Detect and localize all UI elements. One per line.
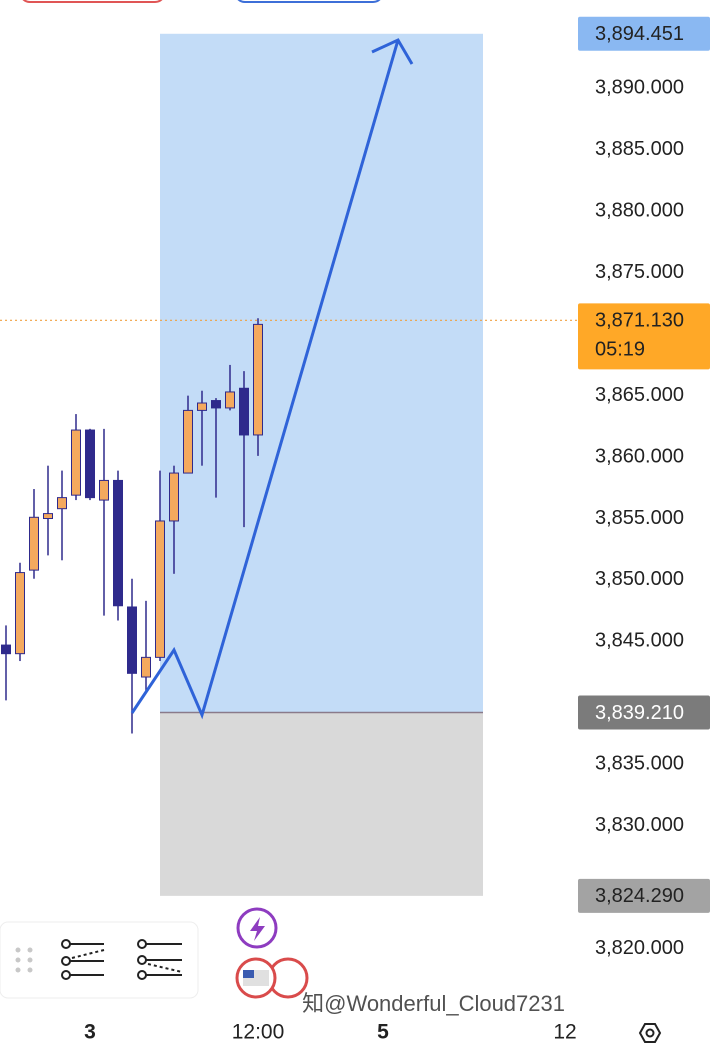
candle-body xyxy=(253,323,263,436)
top-button[interactable] xyxy=(235,0,383,3)
price-tag xyxy=(578,16,710,51)
candle-body xyxy=(239,387,249,436)
candle-body xyxy=(225,391,235,409)
x-tick-label: 3 xyxy=(84,1021,96,1044)
top-button[interactable] xyxy=(20,0,165,3)
y-tick-label: 3,880.000 xyxy=(595,200,684,222)
candle-body xyxy=(169,472,179,522)
candle-body xyxy=(85,429,95,499)
price-tag-label: 3,871.130 xyxy=(595,310,684,332)
candle-body xyxy=(71,429,81,496)
candle-body xyxy=(43,513,53,520)
arrow-head xyxy=(371,38,414,65)
settings-icon[interactable] xyxy=(638,1023,662,1043)
candle-body xyxy=(29,516,39,571)
y-tick-label: 3,850.000 xyxy=(595,568,684,590)
price-tag-countdown: 05:19 xyxy=(595,339,645,361)
price-tag xyxy=(578,695,710,730)
price-tag xyxy=(578,878,710,913)
toolbar xyxy=(0,921,199,999)
y-tick-label: 3,820.000 xyxy=(595,937,684,959)
settings-icon-dot xyxy=(645,1028,655,1038)
candle-body xyxy=(113,479,123,607)
price-tag-label: 3,894.451 xyxy=(595,23,684,45)
loss-zone xyxy=(160,712,483,896)
event-icons[interactable] xyxy=(235,907,309,999)
candle-body xyxy=(127,606,137,674)
projection-arrow xyxy=(130,39,400,720)
candle-body xyxy=(99,479,109,501)
candle-body xyxy=(155,520,165,658)
background-layer xyxy=(0,33,578,896)
profit-zone xyxy=(160,33,483,713)
x-tick-label: 12:00 xyxy=(232,1021,285,1044)
y-tick-label: 3,875.000 xyxy=(595,261,684,283)
y-tick-label: 3,835.000 xyxy=(595,753,684,775)
y-tick-label: 3,860.000 xyxy=(595,445,684,467)
flag-canton xyxy=(243,970,254,978)
tool-icon[interactable] xyxy=(61,939,105,980)
drag-handle[interactable] xyxy=(15,947,33,973)
candle-body xyxy=(15,572,25,655)
candle-body xyxy=(183,409,193,474)
y-tick-label: 3,830.000 xyxy=(595,814,684,836)
y-tick-label: 3,890.000 xyxy=(595,77,684,99)
y-tick-label: 3,845.000 xyxy=(595,630,684,652)
x-tick-label: 5 xyxy=(377,1021,389,1044)
tool-icon[interactable] xyxy=(137,939,183,980)
watermark: 知@Wonderful_Cloud7231 xyxy=(302,991,565,1016)
price-tag xyxy=(578,303,710,370)
x-tick-label: 12 xyxy=(553,1021,576,1044)
candle-body xyxy=(57,497,67,510)
candle-body xyxy=(1,644,11,655)
price-tag-label: 3,824.290 xyxy=(595,885,684,907)
y-tick-label: 3,885.000 xyxy=(595,138,684,160)
y-tick-label: 3,865.000 xyxy=(595,384,684,406)
candle-body xyxy=(141,656,151,678)
lightning xyxy=(250,917,265,941)
price-tag-label: 3,839.210 xyxy=(595,702,684,724)
candle-body xyxy=(211,400,221,409)
candle-body xyxy=(197,402,207,411)
foreground-layer: 3,820.000 3,830.000 3,835.000 3,845.000 3,85… xyxy=(1,16,710,1044)
y-tick-label: 3,855.000 xyxy=(595,507,684,529)
